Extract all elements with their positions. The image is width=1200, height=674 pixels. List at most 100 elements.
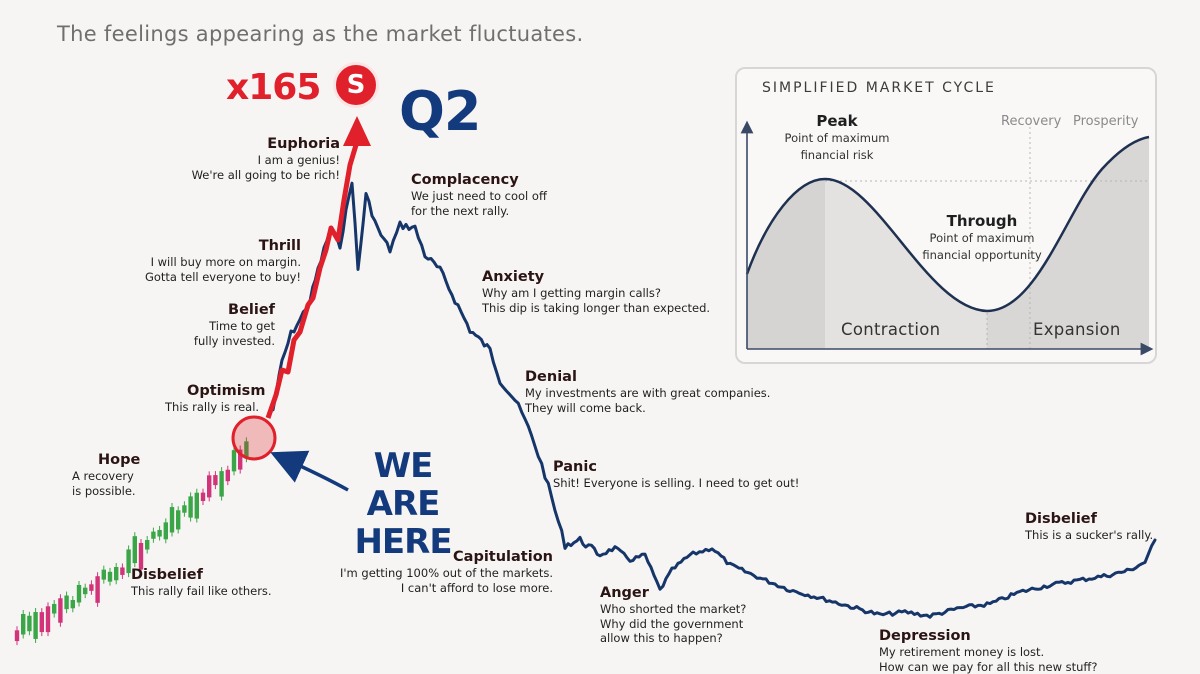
quarter-label: Q2	[399, 80, 481, 143]
stage-line: This rally fail like others.	[131, 584, 272, 598]
stage-title: Euphoria	[267, 136, 340, 152]
stage-disbelief-early: Disbelief This rally fail like others.	[131, 567, 272, 599]
candle-body	[70, 600, 75, 609]
candle-body	[151, 531, 156, 539]
stage-title: Capitulation	[453, 549, 553, 565]
stage-line: Gotta tell everyone to buy!	[144, 269, 301, 284]
candle-body	[225, 469, 230, 482]
stage-title: Depression	[879, 628, 971, 644]
stage-line: My investments are with great companies.	[525, 386, 771, 400]
candle-body	[33, 612, 38, 639]
prosperity-label: Prosperity	[1073, 114, 1139, 129]
candle-body	[95, 576, 100, 603]
through-title: Through	[946, 212, 1018, 230]
stage-line: Why did the government	[600, 616, 744, 631]
stage-euphoria: Euphoria I am a genius! We're all going …	[180, 136, 340, 182]
candle-body	[194, 492, 199, 519]
stage-depression: Depression My retirement money is lost. …	[879, 628, 1097, 674]
stage-denial: Denial My investments are with great com…	[525, 369, 770, 415]
we-are-here-label: WE ARE HERE	[332, 447, 474, 561]
candle-body	[145, 540, 150, 550]
candle-body	[176, 510, 181, 530]
candle-body	[114, 567, 119, 581]
candle-body	[101, 569, 106, 580]
coin-icon: S	[333, 62, 379, 108]
stage-line: I can't afford to lose more.	[400, 580, 553, 595]
current-position-marker	[231, 415, 277, 461]
stage-title: Denial	[525, 369, 577, 385]
stage-panic: Panic Shit! Everyone is selling. I need …	[553, 459, 799, 491]
stage-line: I will buy more on margin.	[150, 255, 301, 269]
peak-line: Point of maximum	[784, 131, 890, 145]
stage-line: This is a sucker's rally.	[1025, 528, 1154, 542]
emotion-price-line	[271, 181, 1157, 619]
stage-hope: Hope A recovery is possible.	[72, 452, 140, 498]
stage-title: Belief	[228, 302, 275, 318]
candle-body	[138, 542, 144, 570]
candle-body	[83, 587, 88, 595]
candle-body	[200, 492, 206, 502]
candle-body	[188, 496, 193, 518]
stage-line: allow this to happen?	[600, 631, 723, 645]
stage-optimism: Optimism This rally is real.	[165, 383, 266, 415]
stage-title: Hope	[98, 452, 141, 468]
stage-line: I am a genius!	[257, 153, 340, 167]
peak-line: financial risk	[800, 148, 874, 162]
panel-title: SIMPLIFIED MARKET CYCLE	[762, 80, 996, 96]
candle-body	[52, 603, 57, 614]
stage-line: I'm getting 100% out of the markets.	[340, 566, 553, 580]
expansion-label: Expansion	[1033, 320, 1121, 339]
through-label: Through Point of maximum financial oppor…	[917, 213, 1047, 264]
candle-body	[64, 595, 69, 610]
through-line: Point of maximum	[929, 231, 1035, 245]
stage-anxiety: Anxiety Why am I getting margin calls? T…	[482, 269, 710, 315]
candle-body	[126, 549, 131, 574]
candle-body	[163, 522, 168, 540]
stage-capitulation: Capitulation I'm getting 100% out of the…	[318, 549, 553, 595]
candle-body	[39, 612, 44, 633]
stage-line: Who shorted the market?	[600, 602, 747, 616]
stage-title: Panic	[553, 459, 597, 475]
recovery-label: Recovery	[1001, 114, 1062, 129]
here-pointer-arrow	[270, 450, 349, 492]
candle-body	[27, 615, 32, 632]
candlesticks	[14, 437, 249, 646]
through-line: financial opportunity	[922, 248, 1042, 262]
contraction-shade	[747, 179, 825, 349]
stage-line: is possible.	[72, 483, 136, 498]
stage-title: Anxiety	[482, 269, 545, 285]
candle-body	[238, 449, 243, 470]
stage-line: This dip is taking longer than expected.	[482, 300, 711, 315]
candle-body	[132, 536, 137, 564]
stage-line: My retirement money is lost.	[879, 645, 1045, 659]
stage-anger: Anger Who shorted the market? Why did th…	[600, 585, 746, 646]
candle-body	[207, 475, 212, 498]
candle-body	[45, 606, 51, 633]
stage-title: Complacency	[411, 172, 519, 188]
candle-body	[21, 614, 26, 635]
expansion-shade	[987, 137, 1149, 349]
we-are-here-line1: WE ARE	[366, 446, 441, 524]
stage-complacency: Complacency We just need to cool off for…	[411, 172, 547, 218]
stage-line: We're all going to be rich!	[191, 167, 340, 182]
stage-title: Thrill	[258, 238, 301, 254]
candle-body	[14, 630, 20, 642]
stage-line: Shit! Everyone is selling. I need to get…	[553, 476, 800, 490]
stage-belief: Belief Time to get fully invested.	[180, 302, 275, 348]
stage-line: This rally is real.	[165, 400, 260, 414]
contraction-label: Contraction	[841, 320, 941, 339]
candle-body	[231, 450, 237, 472]
stage-line: Why am I getting margin calls?	[482, 286, 661, 300]
peak-label: Peak Point of maximum financial risk	[777, 113, 897, 164]
stage-line: fully invested.	[193, 333, 275, 348]
stage-title: Anger	[600, 585, 649, 601]
candle-body	[213, 475, 218, 486]
stage-disbelief-late: Disbelief This is a sucker's rally.	[1025, 511, 1153, 543]
euphoria-arrow	[265, 144, 359, 419]
stage-line: Time to get	[209, 319, 275, 333]
stage-title: Optimism	[187, 383, 266, 399]
multiplier-label: x165	[226, 67, 321, 108]
candle-body	[89, 584, 94, 591]
contraction-shade	[825, 179, 987, 349]
candle-body	[157, 529, 162, 537]
